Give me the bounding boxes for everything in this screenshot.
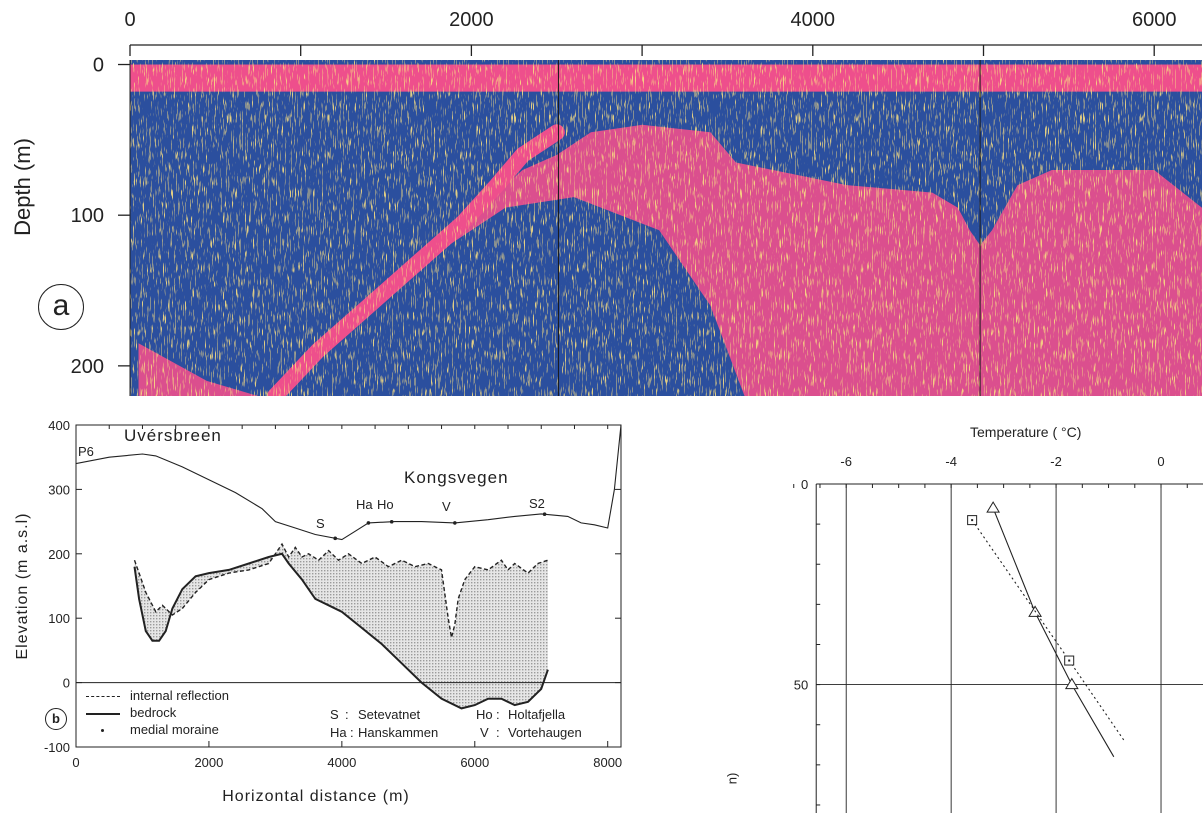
y-tick-label: 0 (63, 676, 70, 691)
annotation-ho: Ho (377, 497, 394, 512)
bedrock-line (133, 552, 549, 710)
y-tick-label: 50 (794, 678, 808, 693)
y-tick-label: 0 (93, 55, 104, 77)
radar-background (130, 60, 1202, 396)
legend-solid-line (86, 713, 120, 715)
key-row: S : Setevatnet Ho : Holtafjella (330, 706, 620, 724)
internal-reflection-line (133, 542, 549, 638)
legend-label: medial moraine (130, 722, 219, 737)
panel-a-ylabel: Depth (m) (10, 138, 35, 236)
annotation-uversbreen: Uvérsbreen (124, 426, 222, 445)
key-abbr: Ha (330, 725, 347, 740)
annotation-s2: S2 (529, 496, 545, 511)
x-tick-label: -6 (840, 454, 852, 469)
square-marker (967, 515, 978, 526)
annotation-v: V (442, 499, 451, 514)
panel-b-xlabel: Horizontal distance (m) (222, 788, 410, 805)
basal-clean-ice (275, 197, 745, 396)
x-tick-label: -2 (1050, 454, 1062, 469)
key-abbr: V (480, 725, 489, 740)
annotation-p6: P6 (78, 444, 94, 459)
medial-moraine-marker (389, 519, 394, 524)
key-separator: : (350, 725, 354, 740)
near-surface-reflection (130, 64, 1202, 92)
legend-label: bedrock (130, 705, 177, 720)
key-name: Vortehaugen (508, 725, 582, 740)
legend-dashed-line (86, 696, 120, 697)
key-separator: : (345, 707, 349, 722)
x-tick-label: 2000 (194, 755, 223, 770)
y-tick-label: 200 (48, 547, 70, 562)
key-name: Setevatnet (358, 707, 421, 722)
y-tick-label: 100 (71, 205, 104, 227)
key-separator: : (496, 725, 500, 740)
legend-dot (101, 729, 104, 732)
annotation-kongsvegen: Kongsvegen (404, 468, 509, 487)
panel-b-badge-label: b (52, 711, 60, 726)
key-abbr: S (330, 707, 339, 722)
key-abbr: Ho (476, 707, 493, 722)
x-tick-label: 6000 (460, 755, 489, 770)
panel-b-key: S : Setevatnet Ho : Holtafjella Ha : Han… (330, 706, 620, 742)
y-tick-label: 400 (48, 418, 70, 433)
y-tick-label: -100 (44, 740, 70, 755)
legend-label: internal reflection (130, 688, 229, 703)
medial-moraine-marker (453, 521, 457, 525)
radar-speckle (130, 60, 1202, 396)
debris-zone-shading (134, 544, 548, 709)
x-tick-label: 6000 (1132, 9, 1177, 31)
y-tick-label: 0 (801, 477, 808, 492)
x-tick-label: 4000 (327, 755, 356, 770)
square-marker-dot (971, 519, 974, 522)
temperature-profile-solid (992, 507, 1115, 758)
reflective-zone (138, 124, 1202, 396)
panel-a-badge: a (38, 284, 84, 330)
x-tick-label: 2000 (449, 9, 494, 31)
triangle-marker (1028, 605, 1042, 617)
diagonal-reflector (267, 124, 565, 396)
annotation-ha: Ha (356, 497, 373, 512)
triangle-marker (986, 501, 1001, 513)
temperature-profile-dotted (971, 519, 1125, 742)
panel-c-title: Temperature ( °C) (970, 424, 1082, 440)
x-tick-label: 0 (72, 755, 79, 770)
y-tick-label: 100 (48, 611, 70, 626)
x-tick-label: 4000 (791, 9, 836, 31)
square-marker (1064, 655, 1075, 666)
x-tick-label: 8000 (593, 755, 622, 770)
x-tick-label: 0 (124, 9, 135, 31)
panel-b-ylabel: Elevation (m a.s.l) (14, 512, 31, 660)
key-row: Ha : Hanskammen V : Vortehaugen (330, 724, 620, 742)
y-tick-label: 200 (71, 356, 104, 378)
medial-moraine-marker (542, 512, 547, 516)
panel-c-ylabel-fragment: n) (724, 772, 740, 785)
key-name: Hanskammen (358, 725, 439, 740)
medial-moraine-marker (366, 521, 371, 525)
panel-b-badge: b (45, 708, 67, 730)
key-name: Holtafjella (508, 707, 566, 722)
square-marker-dot (1068, 659, 1071, 662)
triangle-marker (1064, 677, 1079, 690)
y-tick-label: 300 (48, 482, 70, 497)
key-separator: : (496, 707, 500, 722)
x-tick-label: 0 (1157, 454, 1164, 469)
panel-a-badge-label: a (52, 289, 70, 322)
annotation-s: S (316, 516, 325, 531)
x-tick-label: -4 (945, 454, 957, 469)
medial-moraine-marker (333, 536, 338, 541)
